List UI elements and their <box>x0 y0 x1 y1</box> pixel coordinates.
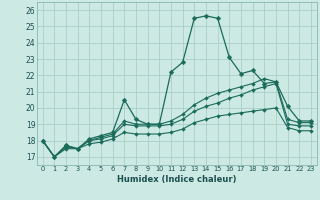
X-axis label: Humidex (Indice chaleur): Humidex (Indice chaleur) <box>117 175 236 184</box>
